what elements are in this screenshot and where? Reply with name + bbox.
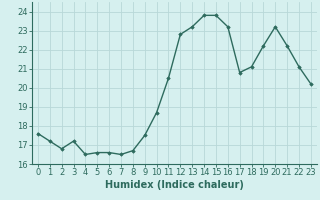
X-axis label: Humidex (Indice chaleur): Humidex (Indice chaleur) [105,180,244,190]
